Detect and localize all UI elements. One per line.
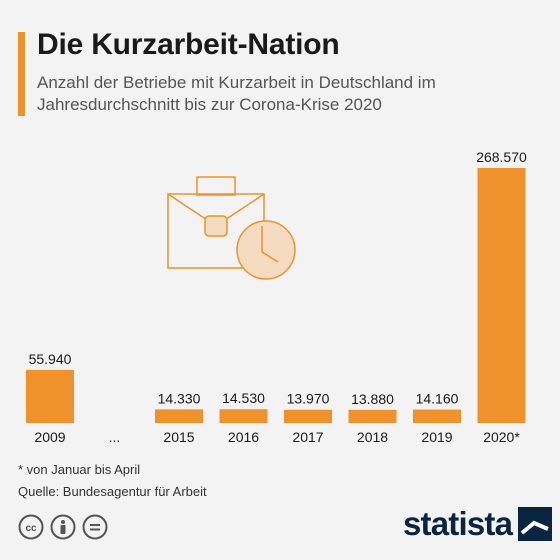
bar-2016 xyxy=(219,409,268,423)
bar-2009 xyxy=(26,369,74,423)
category-label: ... xyxy=(109,429,121,445)
bar-2019 xyxy=(413,409,461,423)
category-label: 2019 xyxy=(421,429,452,445)
value-label: 55.940 xyxy=(29,351,72,367)
bar-2020 xyxy=(477,168,526,423)
bar-chart: 55.940 2009 ... 14.330 2015 14.530 2016 13.970 2… xyxy=(26,149,527,445)
statista-mark-icon xyxy=(518,507,553,541)
footnote: * von Januar bis April xyxy=(18,462,141,477)
briefcase-clock-icon xyxy=(167,176,296,280)
category-label: 2015 xyxy=(163,429,194,445)
category-label: 2020* xyxy=(483,429,520,445)
bar-2018 xyxy=(348,409,397,423)
value-label: 14.330 xyxy=(158,390,201,406)
statista-logo[interactable]: statista xyxy=(403,505,553,543)
category-label: 2009 xyxy=(34,429,65,445)
value-label: 14.530 xyxy=(222,390,265,406)
category-label: 2016 xyxy=(228,429,259,445)
value-label: 13.880 xyxy=(351,391,394,407)
value-label: 268.570 xyxy=(476,149,527,165)
license-icons: cc xyxy=(18,514,108,540)
value-label: 14.160 xyxy=(416,391,459,407)
no-derivatives-icon[interactable] xyxy=(82,514,108,540)
source-note: Quelle: Bundesagentur für Arbeit xyxy=(18,484,207,499)
chart-title: Die Kurzarbeit-Nation xyxy=(37,28,340,61)
category-label: 2018 xyxy=(357,429,388,445)
bar-2015 xyxy=(155,409,203,423)
brand-name: statista xyxy=(403,505,513,542)
cc-icon[interactable]: cc xyxy=(18,514,44,540)
title-accent-bar xyxy=(18,32,25,116)
chart-subtitle: Anzahl der Betriebe mit Kurzarbeit in De… xyxy=(37,73,436,114)
value-label: 13.970 xyxy=(287,391,330,407)
attribution-icon[interactable] xyxy=(50,514,76,540)
category-label: 2017 xyxy=(292,429,323,445)
bar-2017 xyxy=(284,409,332,423)
svg-text:cc: cc xyxy=(25,523,37,534)
